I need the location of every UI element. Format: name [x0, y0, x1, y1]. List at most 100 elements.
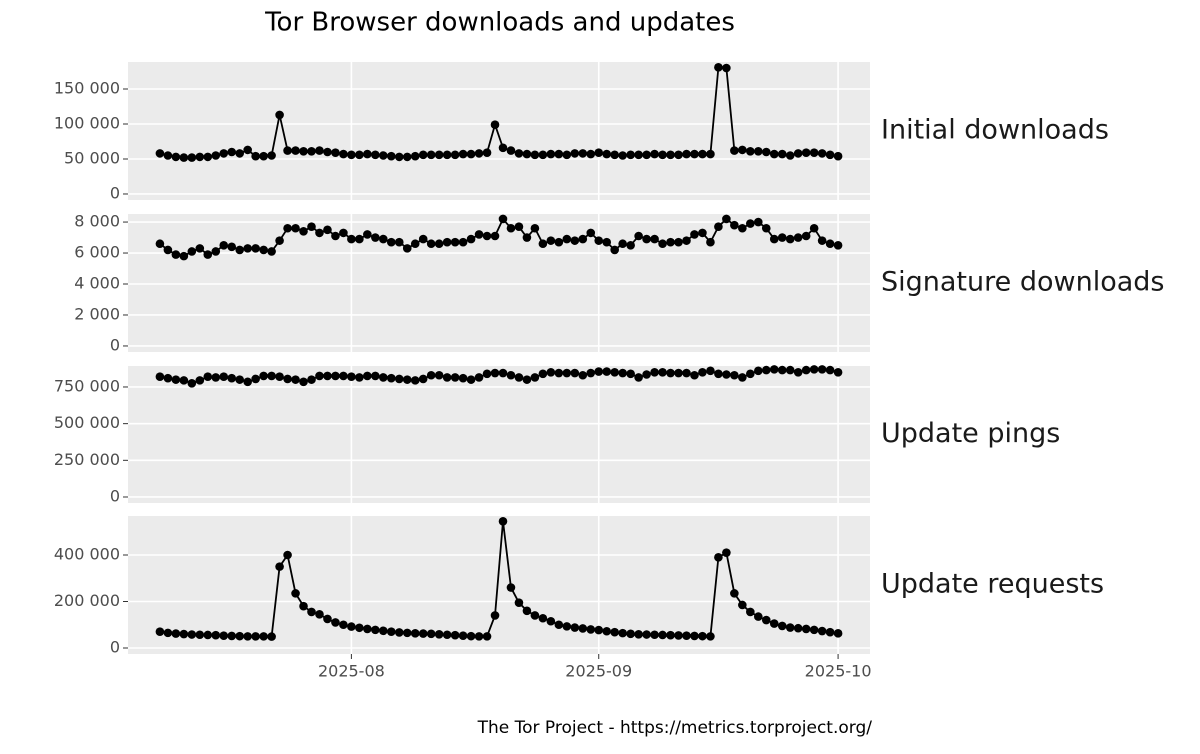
data-point [650, 368, 659, 377]
data-point [251, 374, 260, 384]
y-tick-label: 50 000 [64, 148, 120, 167]
data-point [187, 630, 197, 639]
data-point [738, 373, 747, 382]
data-point [450, 373, 460, 382]
data-point [243, 632, 252, 641]
data-point [291, 375, 300, 384]
data-point [283, 374, 292, 384]
data-point [410, 151, 420, 161]
data-point [227, 631, 237, 641]
data-point [746, 146, 755, 156]
data-point [371, 233, 380, 242]
data-point [761, 615, 771, 625]
data-point [554, 237, 564, 247]
data-point [498, 368, 508, 378]
data-point [610, 368, 619, 377]
data-point [817, 626, 827, 636]
y-tick-label: 500 000 [54, 413, 120, 432]
data-point [634, 629, 643, 639]
data-point [777, 233, 787, 242]
y-tick-label: 6 000 [74, 243, 120, 262]
data-point [698, 228, 707, 238]
data-point [163, 245, 173, 255]
data-point [570, 368, 580, 378]
data-point [163, 628, 173, 638]
data-point [355, 373, 364, 382]
data-point [363, 371, 372, 381]
data-point [283, 550, 292, 560]
data-point [171, 152, 181, 162]
y-tick-label: 0 [110, 183, 120, 202]
data-point [801, 231, 811, 241]
y-tick-label: 150 000 [54, 79, 120, 98]
data-point [482, 231, 492, 241]
data-point [179, 629, 189, 639]
data-point [578, 370, 588, 380]
data-point [530, 223, 540, 233]
data-point [235, 375, 244, 384]
data-point [291, 146, 300, 155]
data-point [682, 236, 691, 245]
data-point [267, 371, 276, 381]
data-point [538, 613, 548, 623]
data-point [211, 151, 221, 160]
data-point [227, 373, 237, 383]
data-point [442, 150, 452, 160]
data-point [315, 146, 324, 155]
data-point [817, 236, 827, 245]
data-point [426, 239, 436, 249]
data-point [363, 230, 372, 239]
data-point [474, 230, 484, 239]
data-point [562, 622, 572, 631]
data-point [730, 370, 739, 380]
data-point [594, 148, 604, 157]
data-point [307, 375, 316, 384]
data-point [530, 611, 540, 620]
data-point [642, 150, 651, 160]
data-point [730, 220, 739, 230]
data-point [530, 373, 540, 382]
data-point [331, 371, 340, 381]
data-point [251, 244, 260, 253]
data-point [355, 623, 364, 633]
data-point [442, 630, 452, 640]
data-point [339, 371, 348, 381]
data-point [506, 370, 516, 380]
data-point [833, 240, 843, 250]
data-point [690, 230, 699, 239]
data-point [682, 149, 691, 159]
data-point [777, 149, 787, 159]
data-point [610, 627, 619, 637]
data-point [825, 627, 835, 637]
y-tick-label: 250 000 [54, 450, 120, 469]
data-point [698, 631, 707, 641]
data-point [793, 233, 803, 242]
data-point [235, 245, 244, 255]
data-point [315, 228, 324, 238]
data-point [666, 150, 675, 160]
data-point [235, 631, 244, 641]
data-point [801, 624, 811, 634]
data-point [410, 376, 420, 385]
data-point [554, 620, 564, 630]
data-point [179, 251, 189, 261]
data-point [498, 214, 508, 224]
data-point [578, 624, 588, 633]
data-point [769, 149, 779, 159]
data-point [171, 629, 181, 638]
data-point [259, 371, 268, 381]
data-point [570, 149, 580, 158]
data-point [626, 369, 635, 379]
data-point [706, 237, 715, 247]
data-point [386, 627, 396, 637]
data-point [809, 223, 819, 233]
data-point [586, 149, 596, 159]
data-point [275, 236, 284, 245]
data-point [538, 369, 548, 379]
data-point [746, 219, 755, 228]
data-point [769, 365, 779, 374]
y-tick-label: 200 000 [54, 591, 120, 610]
data-point [674, 368, 683, 378]
data-point [490, 231, 500, 241]
data-point [642, 630, 651, 639]
